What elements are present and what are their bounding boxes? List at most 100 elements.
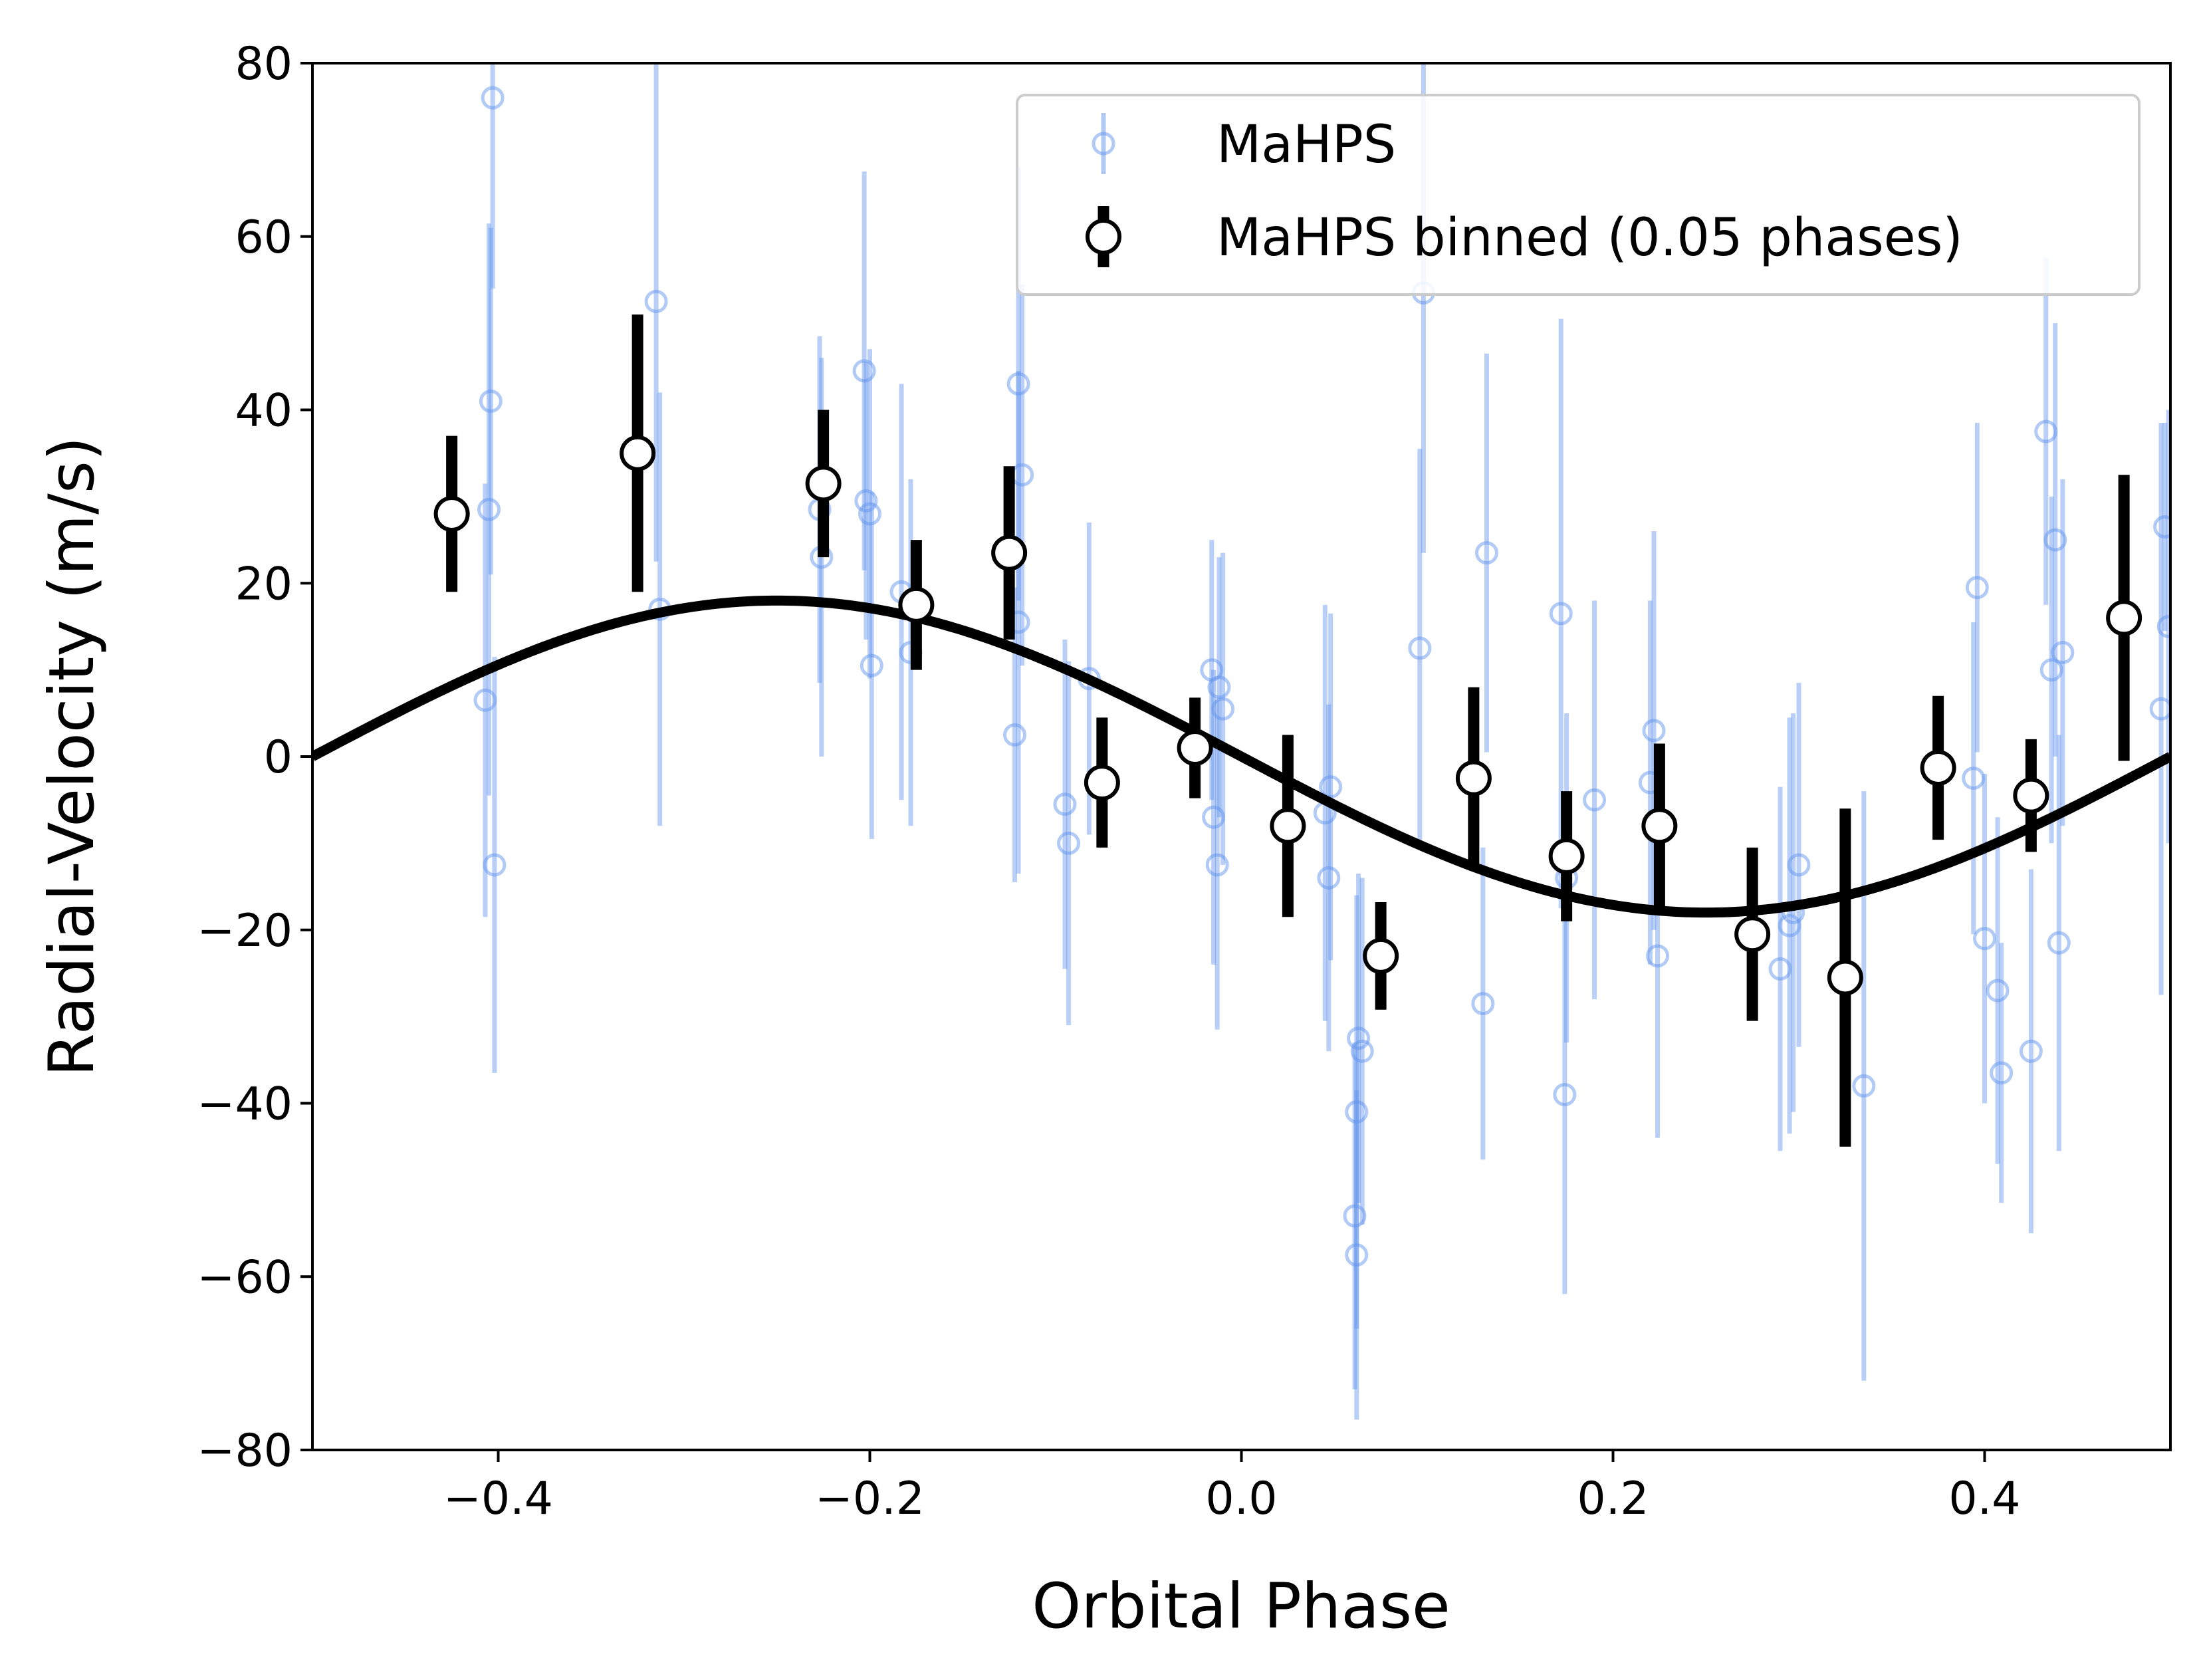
plot-area xyxy=(312,63,2170,1420)
raw-marker xyxy=(1053,792,1077,816)
legend-raw-label: MaHPS xyxy=(1216,115,1396,175)
binned-point xyxy=(1920,695,1956,840)
binned-marker xyxy=(433,495,470,532)
raw-point xyxy=(1343,1042,1367,1389)
raw-marker xyxy=(852,359,876,383)
x-tick-label: 0.4 xyxy=(1948,1473,2020,1525)
y-tick-label: 0 xyxy=(264,731,292,784)
x-tick-label: 0.0 xyxy=(1205,1473,1277,1525)
binned-point xyxy=(433,435,470,592)
y-axis-label: Radial-Velocity (m/s) xyxy=(36,437,108,1077)
raw-point xyxy=(1962,622,1986,935)
raw-point xyxy=(1973,774,1996,1104)
raw-point xyxy=(854,362,878,640)
raw-point xyxy=(1205,700,1229,1030)
raw-marker xyxy=(477,497,501,521)
raw-point xyxy=(1553,895,1577,1294)
raw-point xyxy=(1990,943,2014,1203)
binned-marker xyxy=(1084,765,1120,801)
binned-marker xyxy=(1827,959,1863,996)
binned-point xyxy=(1734,847,1771,1021)
raw-point xyxy=(1317,704,1341,1052)
binned-point xyxy=(1827,808,1863,1147)
binned-point xyxy=(1455,687,1492,870)
raw-marker xyxy=(1345,1100,1369,1124)
raw-point xyxy=(2153,423,2170,631)
y-tick-label: −40 xyxy=(197,1078,292,1131)
legend-box xyxy=(1016,94,2140,296)
binned-point xyxy=(1270,735,1306,917)
raw-marker xyxy=(481,86,505,110)
raw-marker xyxy=(1583,788,1607,812)
raw-point xyxy=(2034,258,2058,605)
raw-marker xyxy=(1345,1243,1369,1267)
raw-marker xyxy=(1852,1074,1876,1098)
raw-marker xyxy=(1642,719,1666,743)
binned-marker xyxy=(1920,749,1956,786)
legend: MaHPS MaHPS binned (0.05 phases) xyxy=(1016,94,2140,296)
binned-marker xyxy=(991,535,1028,571)
raw-point xyxy=(644,63,668,562)
raw-marker xyxy=(1962,767,1986,790)
raw-marker xyxy=(1787,853,1811,877)
y-tick-label: 20 xyxy=(235,558,292,610)
raw-point xyxy=(858,349,881,679)
raw-marker xyxy=(1778,913,1801,937)
raw-marker xyxy=(1343,1204,1367,1228)
raw-marker xyxy=(1986,979,2010,1003)
raw-marker xyxy=(473,688,497,712)
raw-marker xyxy=(2039,658,2063,682)
raw-point xyxy=(477,223,501,796)
raw-point xyxy=(1053,639,1077,969)
x-axis-ticks: −0.4 −0.2 0.0 0.2 0.4 xyxy=(443,1450,2021,1525)
raw-point xyxy=(1965,423,1989,753)
raw-marker xyxy=(1474,541,1498,565)
raw-marker xyxy=(2034,420,2058,443)
raw-marker xyxy=(1205,853,1229,877)
raw-marker xyxy=(2051,641,2075,665)
raw-point xyxy=(473,483,497,917)
raw-point xyxy=(1347,874,1371,1203)
raw-marker xyxy=(1319,775,1343,799)
raw-point xyxy=(1345,1090,1369,1420)
binned-point xyxy=(1548,791,1585,921)
raw-marker xyxy=(2019,1039,2043,1063)
raw-marker xyxy=(1317,866,1341,890)
y-tick-label: 80 xyxy=(235,38,292,90)
binned-marker xyxy=(2106,600,2142,636)
y-tick-label: −20 xyxy=(197,905,292,957)
x-tick-label: −0.2 xyxy=(815,1473,925,1525)
raw-marker xyxy=(1350,1039,1374,1063)
raw-point xyxy=(2043,323,2067,757)
binned-point xyxy=(1177,697,1213,798)
raw-point xyxy=(1202,669,1226,965)
raw-marker xyxy=(858,502,881,526)
binned-marker xyxy=(1548,838,1585,874)
binned-series xyxy=(433,314,2142,1147)
x-tick-label: 0.2 xyxy=(1577,1473,1649,1525)
model-curve xyxy=(312,595,2170,918)
y-tick-label: −80 xyxy=(197,1425,292,1477)
raw-marker xyxy=(1057,831,1081,855)
binned-marker xyxy=(1177,729,1213,766)
raw-point xyxy=(479,227,503,575)
raw-marker xyxy=(1973,927,1996,951)
raw-point xyxy=(1787,683,1811,1047)
raw-point xyxy=(2051,479,2075,826)
raw-marker xyxy=(1347,1026,1371,1050)
raw-point xyxy=(1583,600,1607,1000)
raw-point xyxy=(1319,613,1343,961)
y-axis-ticks: −80 −60 −40 −20 0 20 40 60 80 xyxy=(197,38,312,1477)
binned-point xyxy=(805,410,842,558)
raw-point xyxy=(1778,717,1801,1134)
raw-marker xyxy=(2153,515,2170,539)
raw-marker xyxy=(1646,944,1670,968)
raw-point xyxy=(2039,496,2063,844)
legend-binned-label: MaHPS binned (0.05 phases) xyxy=(1216,208,1963,268)
x-axis-label: Orbital Phase xyxy=(1032,1570,1450,1643)
raw-point xyxy=(2149,423,2170,995)
x-tick-label: −0.4 xyxy=(443,1473,553,1525)
legend-entry-raw: MaHPS xyxy=(1092,113,1396,175)
raw-marker xyxy=(2043,528,2067,552)
raw-point xyxy=(481,63,505,289)
